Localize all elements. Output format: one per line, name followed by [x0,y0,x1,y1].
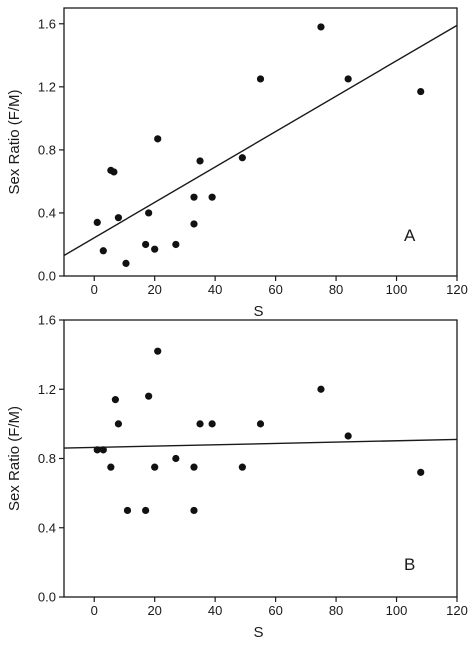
x-tick-label: 40 [208,282,222,297]
data-point [99,247,107,255]
x-tick-label: 60 [268,282,282,297]
y-axis-label: Sex Ratio (F/M) [6,406,23,511]
data-point [145,209,153,217]
data-point [99,446,107,454]
data-point [93,218,101,226]
data-point [256,420,265,428]
y-tick-label: 0.8 [38,142,56,157]
x-tick-label: 80 [329,282,343,297]
data-point [196,420,204,428]
data-point [172,454,180,463]
x-tick-label: 120 [446,603,468,618]
y-tick-label: 0.4 [38,520,56,535]
x-tick-label: 80 [329,603,343,618]
y-tick-label: 1.2 [38,79,56,94]
regression-line [63,24,458,257]
panel-letter: A [404,226,416,245]
data-point [238,463,246,471]
x-tick-label: 0 [91,603,98,618]
data-point [344,432,352,440]
data-point [172,240,180,249]
data-point [114,214,123,222]
x-tick-label: 60 [268,603,282,618]
x-tick-label: 20 [147,282,161,297]
data-point [93,446,101,454]
y-tick-label: 1.6 [38,313,56,328]
chart-panel-a: 0 20 40 60 80 100 120 0.0 0.4 0.8 1.2 1.6 S Sex Ratio… [6,7,468,320]
x-axis-label: S [253,303,263,320]
y-axis-label: Sex Ratio (F/M) [6,89,23,194]
data-point [142,240,150,249]
x-tick-label: 100 [386,282,408,297]
data-point [110,168,118,176]
y-tick-label: 0.0 [38,590,56,605]
regression-line [63,438,458,449]
y-tick-label: 1.2 [38,382,56,397]
data-point [107,463,115,471]
data-point [317,23,325,31]
data-point [417,87,425,96]
data-point [151,463,159,471]
x-tick-label: 20 [147,603,161,618]
data-point [151,245,159,253]
data-point [344,75,352,83]
data-point [256,75,265,83]
data-point [190,220,198,228]
data-point [122,259,130,267]
x-tick-label: 100 [386,603,408,618]
data-point [417,468,425,476]
data-point [190,506,198,515]
data-point [190,463,198,471]
data-point [190,193,198,201]
x-tick-label: 0 [91,282,98,297]
data-point [154,347,162,355]
chart-panel-b: 0 20 40 60 80 100 120 0.0 0.4 0.8 1.2 1.6 S Sex Ratio… [6,313,468,642]
x-tick-label: 120 [446,282,468,297]
x-axis-label: S [253,624,263,641]
data-point [111,396,119,404]
y-tick-label: 0.0 [38,269,56,284]
data-point [317,385,325,393]
data-point [145,392,153,400]
plot-frame [63,319,458,598]
data-point [142,506,150,515]
data-point [208,193,216,201]
data-point [208,420,216,428]
plot-frame [63,7,458,277]
data-point [196,157,204,165]
data-point [154,135,162,143]
panel-letter: B [404,555,415,574]
data-point [114,420,123,428]
data-point [123,506,132,515]
y-tick-label: 0.8 [38,451,56,466]
x-tick-label: 40 [208,603,222,618]
y-tick-label: 1.6 [38,16,56,31]
data-point [238,154,246,162]
y-tick-label: 0.4 [38,205,56,220]
